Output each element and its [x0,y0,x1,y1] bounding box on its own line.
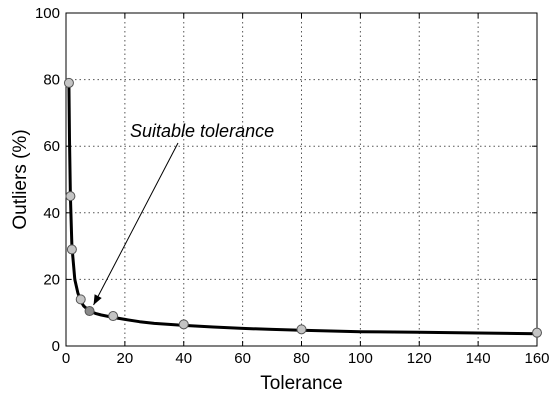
x-axis-label: Tolerance [260,373,342,394]
x-tick-label: 60 [234,350,251,367]
data-point [75,294,86,305]
data-point [66,244,77,255]
x-tick-label: 40 [175,350,192,367]
x-tick-labels: 0 20 40 60 80 100 120 140 160 [62,350,550,367]
grid [66,13,537,346]
annotation-arrow [93,142,179,306]
x-tick-label: 120 [407,350,432,367]
data-point [532,327,542,338]
markers-group [63,77,542,338]
series-group [67,81,539,336]
data-point [108,311,119,322]
y-tick-label: 80 [43,72,60,89]
y-axis-label: Outliers (%) [10,129,31,229]
y-tick-label: 20 [43,271,60,288]
y-tick-labels: 0 20 40 60 80 100 [35,5,60,355]
x-tick-label: 0 [62,350,70,367]
x-tick-label: 20 [117,350,134,367]
annotation-text: Suitable tolerance [130,121,274,141]
x-tick-label: 140 [466,350,491,367]
data-point [178,319,189,330]
y-tick-label: 40 [43,205,60,222]
annotation-group: Suitable tolerance [93,121,274,306]
x-tick-label: 160 [524,350,549,367]
y-tick-label: 100 [35,5,60,22]
x-tick-label: 80 [293,350,310,367]
y-tick-label: 0 [52,338,60,355]
data-point [63,77,74,88]
y-tick-label: 60 [43,138,60,155]
series-line [67,81,539,336]
data-point [65,191,76,202]
x-tick-label: 100 [348,350,373,367]
highlighted-data-point [84,306,95,317]
axis-ticks [65,12,538,347]
data-point [296,324,307,335]
annotation-arrow-head [93,294,102,306]
